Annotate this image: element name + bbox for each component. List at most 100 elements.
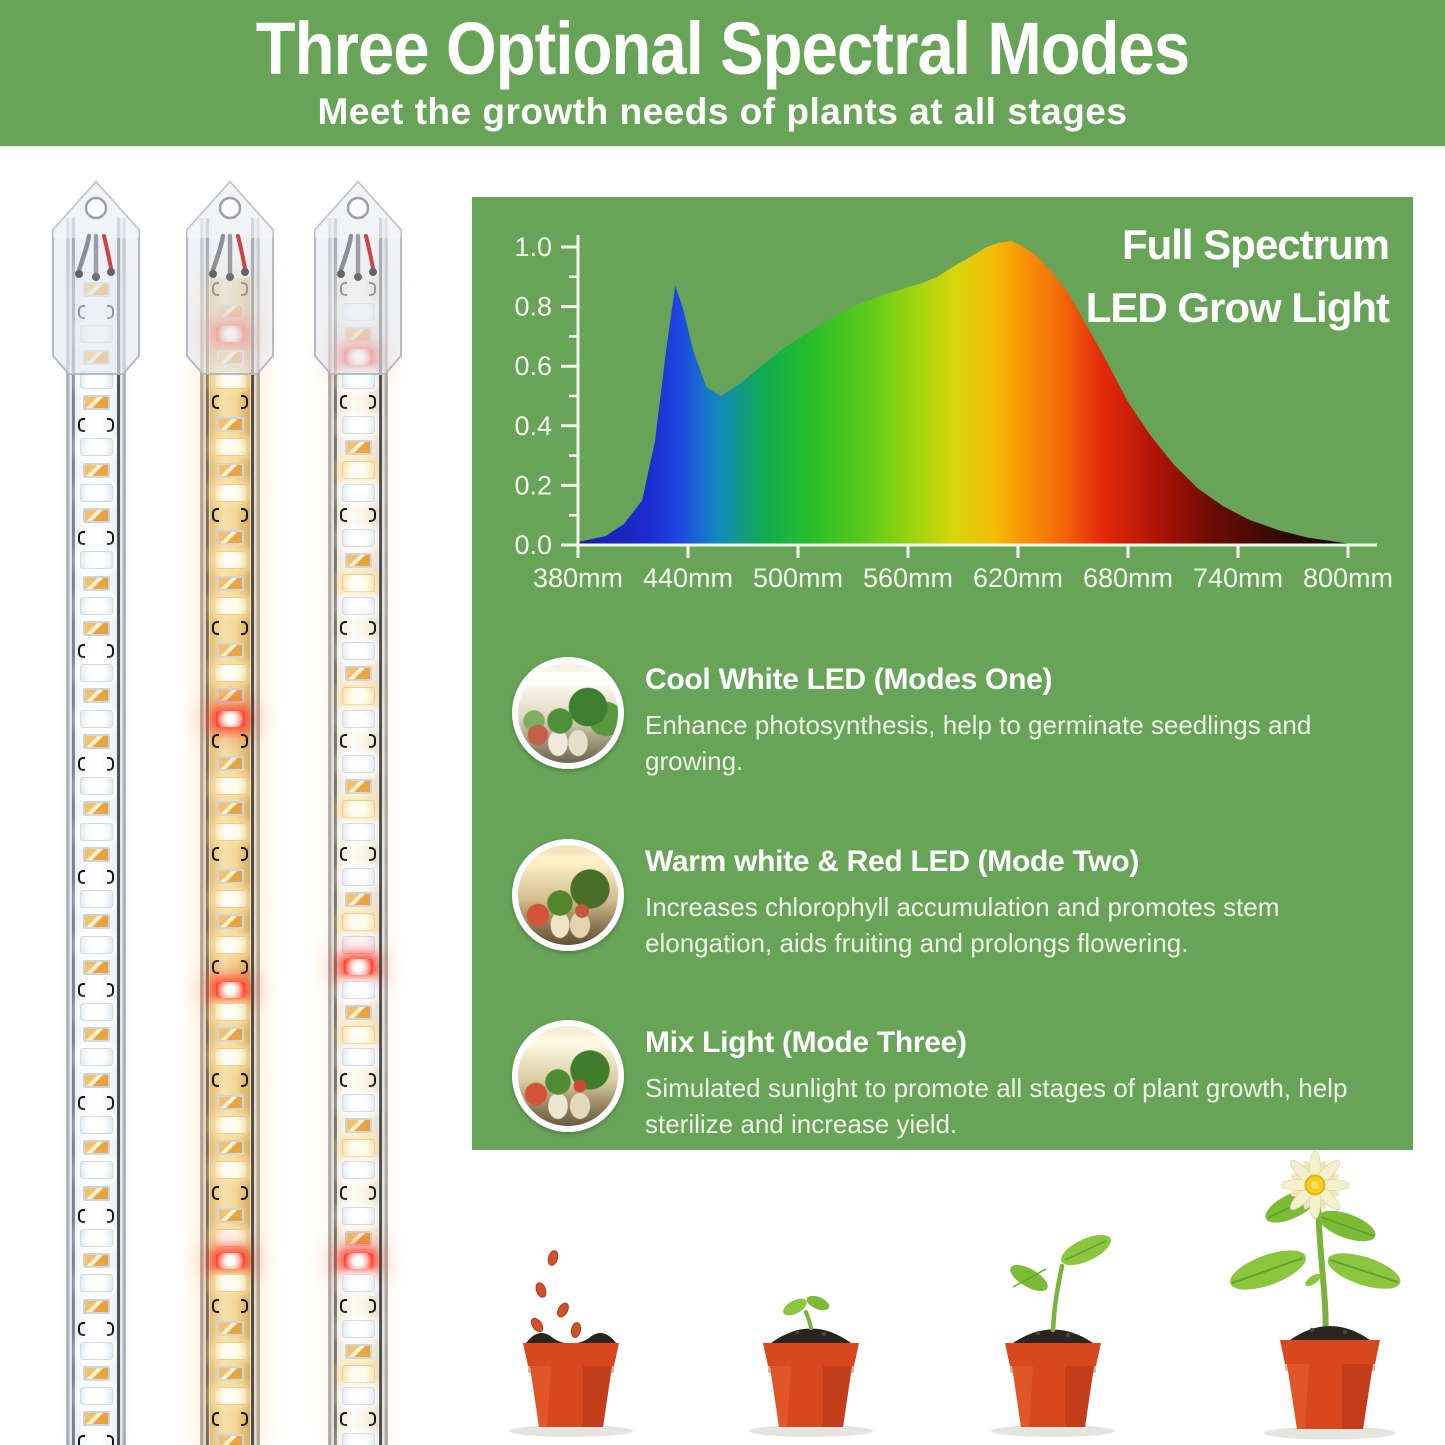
aluminum-channel [328,218,388,1445]
strip-connector [212,1411,248,1426]
flower [1280,1150,1350,1220]
strip-connector [78,1321,114,1336]
svg-text:680mm: 680mm [1083,563,1173,593]
warm-led-chip [213,664,247,683]
chart-title: Full Spectrum LED Grow Light [1085,213,1390,339]
warm-led-chip [341,799,375,818]
seed-icons [530,1250,582,1338]
amber-led-chip [344,439,372,455]
strip-connector [212,1299,248,1314]
strip-connector [340,621,376,636]
warm-led-chip [213,777,247,796]
strip-connector [78,1208,114,1223]
amber-led-chip [216,1208,244,1224]
white-led-chip [341,641,375,660]
red-led-chip [215,981,245,998]
warm-led-chip [213,822,247,841]
warm-led-chip [213,1116,247,1135]
amber-led-chip [82,801,110,817]
strip-connector [212,734,248,749]
white-led-chip [79,890,113,909]
plants-under-cool-white-light-photo [512,657,624,769]
white-led-chip [79,438,113,457]
strip-connector [340,1299,376,1314]
amber-led-chip [82,1072,110,1088]
mode-description: Simulated sunlight to promote all stages… [645,1073,1348,1140]
svg-text:380mm: 380mm [533,563,623,593]
white-led-chip [341,1387,375,1406]
strip-connector [212,621,248,636]
warm-led-chip [341,1138,375,1157]
white-led-chip [341,1319,375,1338]
white-led-chip [341,1206,375,1225]
svg-text:440mm: 440mm [643,563,733,593]
spectrum-panel: 380mm 440mm 500mm 560mm 620mm 680mm 740mm 800mm… [472,197,1413,1150]
amber-led-chip [216,1027,244,1043]
warm-led-chip [341,1364,375,1383]
aluminum-channel [200,218,260,1445]
svg-text:0.2: 0.2 [514,470,552,500]
warm-led-chip [213,1274,247,1293]
amber-led-chip [344,1343,372,1359]
amber-led-chip [216,756,244,772]
white-led-chip [341,415,375,434]
svg-text:0.4: 0.4 [514,411,552,441]
amber-led-chip [82,1027,110,1043]
amber-led-chip [216,462,244,478]
plant-growth-stages [509,1150,1401,1440]
warm-led-chip [213,1387,247,1406]
strip-connector [340,847,376,862]
amber-led-chip [82,394,110,410]
amber-led-chip [82,281,110,297]
white-led-chip [79,370,113,389]
svg-text:620mm: 620mm [973,563,1063,593]
amber-led-chip [344,778,372,794]
svg-text:500mm: 500mm [753,563,843,593]
red-led-chip [343,349,373,366]
mode-description: Enhance photosynthesis, help to germinat… [645,710,1312,777]
white-led-chip [79,1274,113,1293]
amber-led-chip [82,1298,110,1314]
spectrum-chart: 380mm 440mm 500mm 560mm 620mm 680mm 740mm 800mm… [514,232,1393,593]
strip-connector [212,847,248,862]
plants-under-warm-red-light-photo [512,839,624,951]
white-led-chip [79,1003,113,1022]
chart-title-line1: Full Spectrum [1121,221,1390,268]
white-led-chip [341,528,375,547]
strip-connector [78,982,114,997]
amber-led-chip [82,575,110,591]
warm-led-chip [213,370,247,389]
strip-connector [340,1186,376,1201]
strip-connector [78,1434,114,1445]
amber-led-chip [82,846,110,862]
warm-led-chip [341,574,375,593]
white-led-chip [341,483,375,502]
white-led-chip [341,867,375,886]
amber-led-chip [82,914,110,930]
amber-led-chip [216,914,244,930]
stage-seedling [991,1234,1115,1437]
stage-flowering-plant [1230,1150,1401,1440]
amber-led-chip [216,1095,244,1111]
mode-item-cool-white: Cool White LED (Modes One) Enhance photo… [512,655,1392,780]
strip-connector [78,304,114,319]
strip-connector [78,756,114,771]
amber-led-chip [216,417,244,433]
amber-led-chip [344,1230,372,1246]
strip-connector [212,282,248,297]
warm-led-chip [213,596,247,615]
amber-led-chip [344,1004,372,1020]
led-strip [338,278,378,1445]
amber-led-chip [344,891,372,907]
white-led-chip [79,596,113,615]
amber-led-chip [344,326,372,342]
amber-led-chip [82,733,110,749]
warm-led-chip [341,461,375,480]
chart-title-line2: LED Grow Light [1085,284,1390,331]
strip-connector [340,1411,376,1426]
mode-text-block: Mix Light (Mode Three) Simulated sunligh… [645,1018,1390,1143]
warm-led-chip [341,1025,375,1044]
svg-text:800mm: 800mm [1303,563,1393,593]
strip-connector [78,869,114,884]
